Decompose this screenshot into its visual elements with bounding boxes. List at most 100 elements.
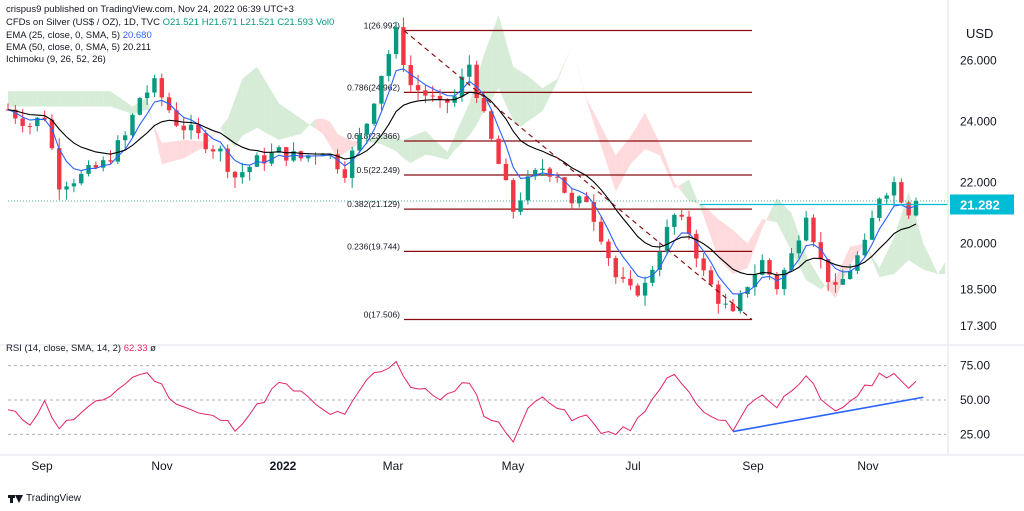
cloud-segment xyxy=(667,162,675,189)
cloud-segment xyxy=(81,91,89,107)
cloud-segment xyxy=(396,137,404,159)
cloud-segment xyxy=(388,135,397,152)
cloud-segment xyxy=(762,213,770,229)
candlestick-series xyxy=(5,17,919,314)
rsi-tick-label: 25.00 xyxy=(960,427,990,441)
cloud-segment xyxy=(154,126,162,165)
cloud-segment xyxy=(29,91,38,107)
candle-body xyxy=(474,64,479,99)
fib-level-label: 1(26.992) xyxy=(364,21,401,31)
symbol-legend[interactable]: CFDs on Silver (US$ / OZ), 1D, TVC O21.5… xyxy=(6,17,334,29)
candle-body xyxy=(518,200,523,212)
brand-label: TradingView xyxy=(26,493,82,504)
candle-body xyxy=(496,138,501,164)
candle-body xyxy=(672,214,677,227)
candle-body xyxy=(598,221,604,242)
cloud-segment xyxy=(586,98,594,124)
cloud-segment xyxy=(161,141,170,165)
candle-body xyxy=(606,241,611,259)
candle-body xyxy=(218,148,223,152)
fib-level-label: 0.618(23.366) xyxy=(347,131,400,141)
tradingview-brand[interactable]: TradingView xyxy=(8,493,81,504)
candle-body xyxy=(489,111,494,139)
price-tick-label: 17.300 xyxy=(960,319,997,333)
cloud-segment xyxy=(681,179,689,201)
cloud-segment xyxy=(330,121,338,159)
candle-body xyxy=(796,240,802,254)
ema25-legend[interactable]: EMA (25, close, 0, SMA, 5) 20.680 xyxy=(6,30,152,42)
cloud-segment xyxy=(579,72,587,101)
cloud-segment xyxy=(66,91,74,107)
candle-body xyxy=(423,90,428,96)
ema50-legend[interactable]: EMA (50, close, 0, SMA, 5) 20.211 xyxy=(6,42,151,54)
cloud-segment xyxy=(637,112,646,157)
candle-body xyxy=(181,125,186,131)
candle-body xyxy=(79,173,84,184)
cloud-segment xyxy=(344,137,353,154)
ema50-label: EMA (50, close, 0, SMA, 5) xyxy=(6,42,121,53)
candle-body xyxy=(694,233,699,259)
time-axis[interactable]: Sep Nov 2022 Mar May Jul Sep Nov xyxy=(31,459,878,473)
fib-level-label: 0(17.506) xyxy=(364,310,401,320)
candle-body xyxy=(540,168,545,170)
candle-body xyxy=(818,242,824,260)
cloud-segment xyxy=(549,79,558,97)
ema25-line xyxy=(7,68,917,295)
candle-body xyxy=(511,180,516,212)
cloud-segment xyxy=(286,108,294,138)
candle-body xyxy=(657,251,662,270)
cloud-segment xyxy=(857,243,865,255)
symbol-title: CFDs on Silver (US$ / OZ), 1D, TVC xyxy=(6,17,160,28)
cloud-segment xyxy=(432,137,441,158)
candle-body xyxy=(174,110,179,126)
price-tick-label: 20.000 xyxy=(960,237,997,251)
cloud-segment xyxy=(264,79,272,136)
rsi-value: 62.33 xyxy=(123,343,148,354)
candle-body xyxy=(803,217,809,241)
cloud-segment xyxy=(249,66,257,132)
cloud-segment xyxy=(315,118,323,134)
candle-body xyxy=(569,192,575,204)
candle-body xyxy=(108,160,113,162)
candle-body xyxy=(716,284,721,304)
cloud-segment xyxy=(125,101,133,115)
candle-body xyxy=(93,165,99,168)
candle-body xyxy=(342,169,348,178)
cloud-segment xyxy=(169,140,177,163)
drawings xyxy=(8,30,948,320)
cloud-segment xyxy=(425,130,433,156)
ema25-value: 20.680 xyxy=(122,30,152,41)
volume-value: Vol0 xyxy=(315,17,335,28)
cloud-segment xyxy=(645,112,653,153)
candle-body xyxy=(137,98,143,115)
candle-body xyxy=(635,285,640,296)
cloud-segment xyxy=(227,98,235,147)
ichimoku-legend[interactable]: Ichimoku (9, 26, 52, 26) xyxy=(6,54,106,66)
cloud-segment xyxy=(718,219,726,267)
candle-body xyxy=(869,217,875,240)
price-axis[interactable]: USD 26.000 24.000 22.000 20.000 18.500 17.300 2… xyxy=(0,0,1024,456)
fib-level-label: 0.786(24.962) xyxy=(347,82,400,92)
cloud-segment xyxy=(95,91,104,107)
cloud-segment xyxy=(44,91,52,107)
rsi-legend[interactable]: RSI (14, close, SMA, 14, 2) 62.33 ø xyxy=(6,343,156,354)
cloud-segment xyxy=(703,205,711,238)
cloud-segment xyxy=(520,71,528,128)
candle-body xyxy=(554,176,560,178)
rsi-label: RSI (14, close, SMA, 14, 2) xyxy=(6,343,122,354)
candle-body xyxy=(225,148,230,172)
candle-body xyxy=(437,95,443,99)
cloud-segment xyxy=(689,179,697,204)
cloud-segment xyxy=(608,140,616,192)
price-tick-label: 26.000 xyxy=(960,54,997,68)
cloud-segment xyxy=(740,236,748,271)
candle-body xyxy=(86,165,91,174)
candle-body xyxy=(745,287,750,295)
rsi-tick-label: 75.00 xyxy=(960,359,990,373)
candle-body xyxy=(525,176,531,201)
cloud-segment xyxy=(937,261,946,275)
candle-body xyxy=(708,270,714,285)
candle-body xyxy=(401,27,406,66)
candle-body xyxy=(100,160,106,168)
publisher-info: crispus9 published on TradingView.com, N… xyxy=(6,4,294,15)
